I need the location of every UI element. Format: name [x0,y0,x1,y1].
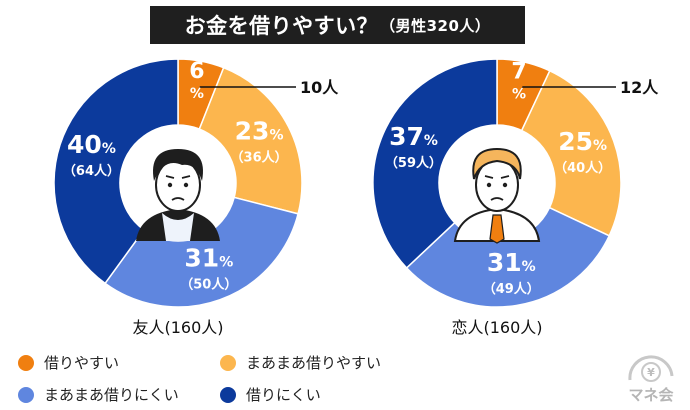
yen-coin-icon: ¥ [628,355,674,382]
title-main: お金を借りやすい？ [184,14,379,38]
legend-label: 借りにくい [246,386,321,404]
legend-swatch [18,386,34,403]
legend-label: まあまあ借りやすい [246,354,382,372]
legend-swatch [220,386,236,403]
donut-slice [372,58,498,269]
chart-subtitle: 恋人(160人) [451,318,542,337]
data-label-value: 37% [389,122,438,151]
legend-item-somewhat-hard: まあまあ借りにくい [18,384,179,405]
title-sub: （男性320人） [380,16,491,35]
legend-label: まあまあ借りにくい [44,386,179,404]
data-label-value: 40% [67,130,116,159]
data-label-value: 31% [487,248,536,277]
legend-label: 借りやすい [44,354,120,372]
callout-label: 12人 [620,78,659,97]
data-label-value: 31% [184,244,233,273]
brand-logo-text: マネ会 [628,386,673,404]
legend: 借りやすい まあまあ借りやすい まあまあ借りにくい 借りにくい [18,352,578,408]
legend-item-somewhat-easy: まあまあ借りやすい [220,352,381,373]
businessman-icon [453,147,541,244]
data-label-count: （36人） [231,150,288,166]
brand-logo: ¥ マネ会 [628,355,674,404]
data-label-count: （50人） [180,277,237,293]
donut-charts: 6% 10人 23% （36人） 31% （50人） 40% （64人） 友人(160人) 7% 1… [53,58,659,337]
data-label-value: 25% [558,127,607,156]
data-label-unit: % [190,86,204,102]
data-label-count: （49人） [483,281,540,297]
data-label-unit: % [512,86,526,102]
svg-text:¥: ¥ [647,366,655,379]
legend-item-hard: 借りにくい [220,384,321,405]
data-label-value: 23% [235,117,284,146]
data-label-count: （40人） [554,160,611,176]
data-label-value: 6 [189,59,204,84]
data-label-count: （64人） [63,163,120,179]
chart-title: お金を借りやすい？ （男性320人） [150,6,525,44]
callout-label: 10人 [300,78,339,97]
legend-swatch [220,354,236,371]
data-label-count: （59人） [385,155,442,171]
casual-man-icon [136,149,220,241]
legend-item-borrow-easy: 借りやすい [18,352,119,373]
legend-swatch [18,354,34,371]
chart-subtitle: 友人(160人) [132,318,223,337]
data-label-value: 7 [511,59,526,84]
